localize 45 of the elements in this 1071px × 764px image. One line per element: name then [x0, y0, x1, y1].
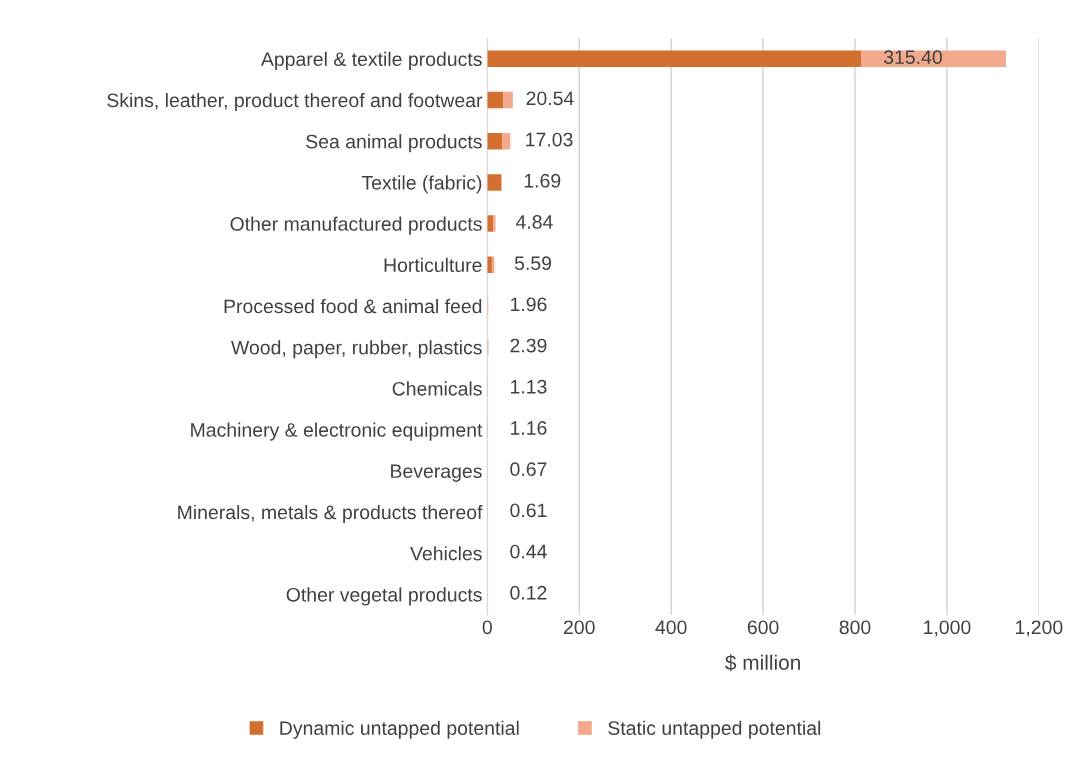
x-tick-label: 800	[839, 620, 871, 635]
y-tick-label: Processed food & animal feed	[224, 298, 482, 314]
bar	[493, 215, 496, 232]
y-tick-label: Horticulture	[384, 257, 482, 273]
bar	[487, 174, 502, 191]
y-tick-label: Textile (fabric)	[361, 175, 482, 194]
x-tick-label: 1,000	[924, 620, 971, 637]
data-label: 315.40	[883, 50, 942, 65]
data-label: 1.13	[511, 379, 547, 394]
y-tick-label: Vehicles	[410, 546, 482, 561]
legend-label: Dynamic untapped potential	[280, 720, 519, 739]
y-tick-label: Minerals, metals & products thereof	[178, 504, 483, 524]
data-label: 0.67	[510, 462, 547, 477]
bar	[487, 91, 504, 109]
data-label: 1.96	[511, 297, 547, 312]
y-tick-label: Other manufactured products	[230, 216, 482, 235]
y-tick-label: Skins, leather, product thereof and footwear	[107, 92, 483, 112]
data-label: 0.61	[510, 503, 547, 518]
data-label: 20.54	[526, 91, 574, 106]
bar	[487, 132, 503, 150]
x-tick-label: 400	[655, 620, 687, 635]
data-label: 2.39	[510, 338, 547, 353]
data-label: 0.44	[510, 544, 547, 559]
y-tick-label: Apparel & textile products	[260, 51, 482, 70]
y-tick-label: Chemicals	[392, 381, 482, 396]
bar	[502, 132, 511, 150]
y-tick-label: Wood, paper, rubber, plastics	[231, 340, 482, 359]
data-label: 0.12	[510, 585, 547, 600]
x-axis-title: $ million	[725, 654, 800, 672]
y-tick-label: Sea animal products	[306, 134, 482, 153]
x-tick-label: 0	[482, 620, 492, 635]
y-tick-label: Machinery & electronic equipment	[191, 422, 483, 441]
data-label: 17.03	[526, 132, 573, 147]
x-tick-label: 1,200	[1016, 620, 1063, 637]
x-tick-label: 200	[563, 620, 595, 635]
y-tick-label: Other vegetal products	[286, 587, 482, 606]
x-tick-label: 600	[747, 620, 779, 635]
bar	[487, 50, 861, 68]
bar	[503, 91, 513, 109]
data-label: 5.59	[514, 256, 552, 271]
data-label: 4.84	[515, 215, 553, 229]
legend-label: Static untapped potential	[608, 720, 821, 739]
data-label: 1.69	[524, 173, 561, 188]
data-label: 1.16	[511, 421, 547, 435]
y-tick-label: Beverages	[391, 464, 482, 482]
